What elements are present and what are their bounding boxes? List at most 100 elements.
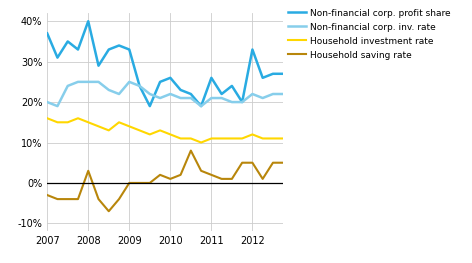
Non-financial corp. profit share <box>188 92 194 95</box>
Non-financial corp. inv. rate <box>96 80 101 83</box>
Household investment rate <box>168 133 173 136</box>
Non-financial corp. profit share <box>301 52 306 55</box>
Non-financial corp. profit share <box>383 92 388 95</box>
Non-financial corp. inv. rate <box>301 97 306 100</box>
Non-financial corp. profit share <box>373 80 379 83</box>
Non-financial corp. inv. rate <box>157 97 163 100</box>
Household investment rate <box>383 137 388 140</box>
Household saving rate <box>270 161 276 164</box>
Household saving rate <box>188 149 194 152</box>
Non-financial corp. inv. rate <box>188 97 194 100</box>
Non-financial corp. profit share <box>75 48 81 51</box>
Non-financial corp. profit share <box>106 48 111 51</box>
Household investment rate <box>342 129 347 132</box>
Household investment rate <box>321 125 327 128</box>
Household investment rate <box>75 117 81 120</box>
Non-financial corp. inv. rate <box>75 80 81 83</box>
Non-financial corp. inv. rate <box>198 105 204 108</box>
Household investment rate <box>116 121 122 124</box>
Non-financial corp. inv. rate <box>65 84 70 88</box>
Non-financial corp. profit share <box>260 76 266 79</box>
Non-financial corp. inv. rate <box>311 97 317 100</box>
Non-financial corp. profit share <box>332 72 337 75</box>
Household saving rate <box>280 161 286 164</box>
Household saving rate <box>301 177 306 180</box>
Household saving rate <box>116 198 122 201</box>
Household saving rate <box>239 161 245 164</box>
Household investment rate <box>270 137 276 140</box>
Non-financial corp. profit share <box>147 105 152 108</box>
Non-financial corp. inv. rate <box>393 92 399 95</box>
Household investment rate <box>260 137 266 140</box>
Non-financial corp. inv. rate <box>280 92 286 95</box>
Non-financial corp. inv. rate <box>414 92 420 95</box>
Household investment rate <box>147 133 152 136</box>
Household investment rate <box>362 125 368 128</box>
Household saving rate <box>404 181 409 185</box>
Non-financial corp. inv. rate <box>352 88 358 92</box>
Household saving rate <box>332 181 337 185</box>
Household saving rate <box>291 165 296 168</box>
Household saving rate <box>168 177 173 180</box>
Household investment rate <box>301 133 306 136</box>
Non-financial corp. inv. rate <box>219 97 225 100</box>
Non-financial corp. profit share <box>280 72 286 75</box>
Household saving rate <box>85 169 91 172</box>
Non-financial corp. profit share <box>85 20 91 23</box>
Non-financial corp. profit share <box>65 40 70 43</box>
Household investment rate <box>250 133 255 136</box>
Household saving rate <box>342 181 347 185</box>
Non-financial corp. profit share <box>414 80 420 83</box>
Household saving rate <box>75 198 81 201</box>
Household investment rate <box>373 133 379 136</box>
Non-financial corp. profit share <box>362 80 368 83</box>
Non-financial corp. inv. rate <box>137 84 143 88</box>
Non-financial corp. profit share <box>352 48 358 51</box>
Line: Household saving rate: Household saving rate <box>47 151 417 211</box>
Non-financial corp. inv. rate <box>168 92 173 95</box>
Household investment rate <box>239 137 245 140</box>
Household saving rate <box>362 185 368 189</box>
Household investment rate <box>332 129 337 132</box>
Non-financial corp. inv. rate <box>250 92 255 95</box>
Non-financial corp. profit share <box>393 80 399 83</box>
Non-financial corp. profit share <box>311 76 317 79</box>
Household investment rate <box>85 121 91 124</box>
Household investment rate <box>404 133 409 136</box>
Non-financial corp. inv. rate <box>291 92 296 95</box>
Household saving rate <box>44 194 50 197</box>
Non-financial corp. inv. rate <box>373 92 379 95</box>
Household saving rate <box>373 181 379 185</box>
Non-financial corp. profit share <box>137 84 143 88</box>
Non-financial corp. inv. rate <box>342 97 347 100</box>
Household saving rate <box>352 177 358 180</box>
Household investment rate <box>44 117 50 120</box>
Non-financial corp. profit share <box>157 80 163 83</box>
Household saving rate <box>393 189 399 193</box>
Non-financial corp. inv. rate <box>321 97 327 100</box>
Line: Non-financial corp. profit share: Non-financial corp. profit share <box>47 21 417 106</box>
Household saving rate <box>311 177 317 180</box>
Household saving rate <box>229 177 235 180</box>
Non-financial corp. profit share <box>198 105 204 108</box>
Household saving rate <box>250 161 255 164</box>
Non-financial corp. inv. rate <box>383 100 388 104</box>
Household investment rate <box>229 137 235 140</box>
Non-financial corp. inv. rate <box>209 97 214 100</box>
Non-financial corp. profit share <box>116 44 122 47</box>
Non-financial corp. inv. rate <box>147 92 152 95</box>
Household investment rate <box>65 121 70 124</box>
Household investment rate <box>178 137 184 140</box>
Household investment rate <box>126 125 132 128</box>
Household saving rate <box>126 181 132 185</box>
Household investment rate <box>106 129 111 132</box>
Household saving rate <box>137 181 143 185</box>
Household saving rate <box>178 173 184 176</box>
Non-financial corp. inv. rate <box>260 97 266 100</box>
Household investment rate <box>291 137 296 140</box>
Household saving rate <box>321 185 327 189</box>
Household investment rate <box>219 137 225 140</box>
Household investment rate <box>414 129 420 132</box>
Household saving rate <box>106 210 111 213</box>
Household investment rate <box>55 121 60 124</box>
